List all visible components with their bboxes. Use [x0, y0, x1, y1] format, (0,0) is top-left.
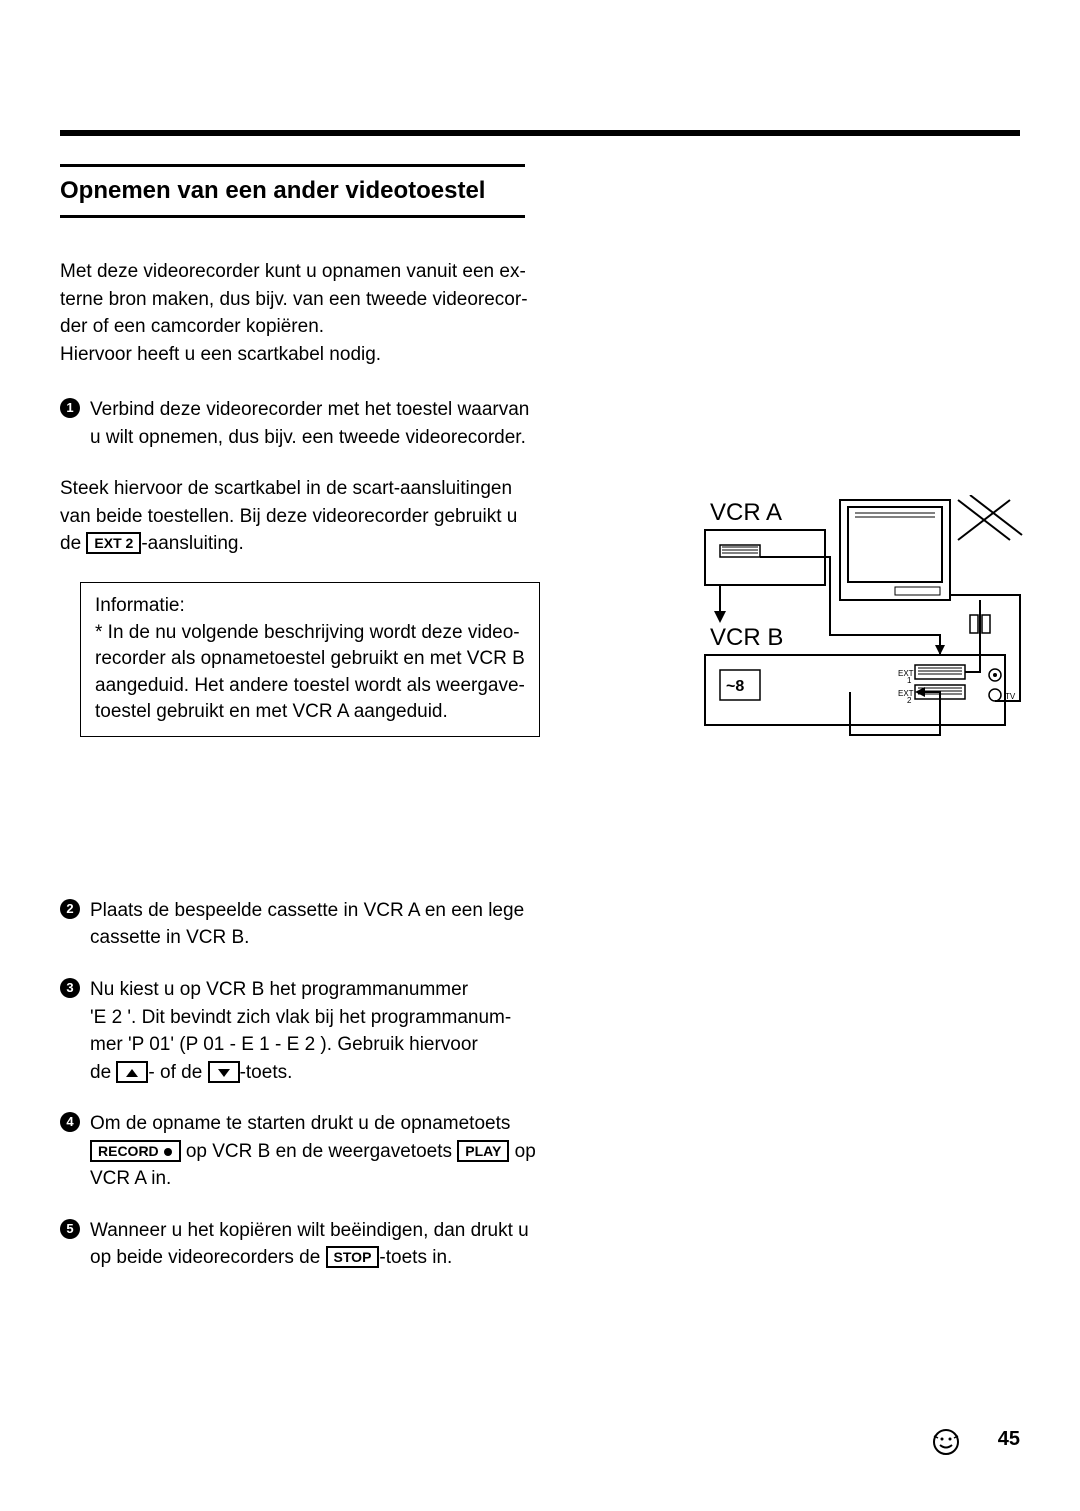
key-stop: STOP	[326, 1246, 380, 1268]
step-5: 5 Wanneer u het kopiëren wilt beëindigen…	[60, 1217, 540, 1272]
text: recorder als opnametoestel gebruikt en m…	[95, 648, 525, 669]
text: Verbind deze videorecorder met het toest…	[90, 399, 529, 420]
text: op	[509, 1141, 535, 1162]
info-box: Informatie: * In de nu volgende beschrij…	[80, 582, 540, 737]
text: terne bron maken, dus bijv. van een twee…	[60, 289, 528, 310]
key-up	[116, 1061, 148, 1083]
paragraph: Steek hiervoor de scartkabel in de scart…	[60, 475, 540, 558]
key-down	[208, 1061, 240, 1083]
text: aangeduid. Het andere toestel wordt als …	[95, 675, 525, 696]
text: - of de	[148, 1062, 207, 1083]
text: Steek hiervoor de scartkabel in de scart…	[60, 478, 512, 499]
vcr-b-display: ~8	[726, 678, 744, 695]
text: VCR A in.	[90, 1168, 171, 1189]
text: mer 'P 01' (P 01 - E 1 - E 2 ). Gebruik …	[90, 1034, 478, 1055]
text: * In de nu volgende beschrijving wordt d…	[95, 622, 520, 643]
step-bullet-4: 4	[60, 1112, 80, 1132]
text: cassette in VCR B.	[90, 927, 249, 948]
text: de	[90, 1062, 116, 1083]
text: Plaats de bespeelde cassette in VCR A en…	[90, 900, 524, 921]
text: op beide videorecorders de	[90, 1247, 326, 1268]
key-record: RECORD	[90, 1140, 181, 1162]
step-bullet-1: 1	[60, 398, 80, 418]
page-title: Opnemen van een ander videotoestel	[60, 177, 525, 205]
info-header: Informatie:	[95, 595, 185, 616]
text: 'E 2 '. Dit bevindt zich vlak bij het pr…	[90, 1007, 511, 1028]
key-record-label: RECORD	[98, 1143, 159, 1159]
text: Nu kiest u op VCR B het programmanummer	[90, 979, 468, 1000]
text: -toets in.	[379, 1247, 452, 1268]
text: Wanneer u het kopiëren wilt beëindigen, …	[90, 1220, 529, 1241]
svg-text:1: 1	[907, 676, 912, 685]
intro-paragraph: Met deze videorecorder kunt u opnamen va…	[60, 258, 540, 368]
svg-text:2: 2	[907, 696, 912, 705]
text: Hiervoor heeft u een scartkabel nodig.	[60, 344, 381, 365]
text: de	[60, 533, 86, 554]
text: van beide toestellen. Bij deze videoreco…	[60, 506, 517, 527]
text: Om de opname te starten drukt u de opnam…	[90, 1113, 510, 1134]
step-bullet-3: 3	[60, 978, 80, 998]
horizontal-rule	[60, 130, 1020, 136]
text: der of een camcorder kopiëren.	[60, 316, 324, 337]
vcr-b-label: VCR B	[710, 624, 783, 651]
step-bullet-2: 2	[60, 899, 80, 919]
key-play: PLAY	[457, 1140, 509, 1162]
svg-text:TV: TV	[1005, 692, 1016, 701]
text: Met deze videorecorder kunt u opnamen va…	[60, 261, 526, 282]
connection-diagram: VCR A VCR B ~8 EXT 1 EXT 2 TV	[700, 495, 1030, 745]
step-3: 3 Nu kiest u op VCR B het programmanumme…	[60, 976, 540, 1086]
title-container: Opnemen van een ander videotoestel	[60, 164, 525, 218]
vcr-a-label: VCR A	[710, 499, 782, 526]
smiley-icon	[932, 1428, 960, 1456]
step-bullet-5: 5	[60, 1219, 80, 1239]
text: op VCR B en de weergavetoets	[181, 1141, 458, 1162]
text: toestel gebruikt en met VCR A aangeduid.	[95, 701, 448, 722]
text: u wilt opnemen, dus bijv. een tweede vid…	[90, 427, 526, 448]
text: -aansluiting.	[141, 533, 243, 554]
step-2: 2 Plaats de bespeelde cassette in VCR A …	[60, 897, 540, 952]
text: -toets.	[240, 1062, 293, 1083]
step-1: 1 Verbind deze videorecorder met het toe…	[60, 396, 540, 451]
key-ext2: EXT 2	[86, 532, 141, 554]
page-number: 45	[998, 1428, 1020, 1451]
step-4: 4 Om de opname te starten drukt u de opn…	[60, 1110, 540, 1193]
